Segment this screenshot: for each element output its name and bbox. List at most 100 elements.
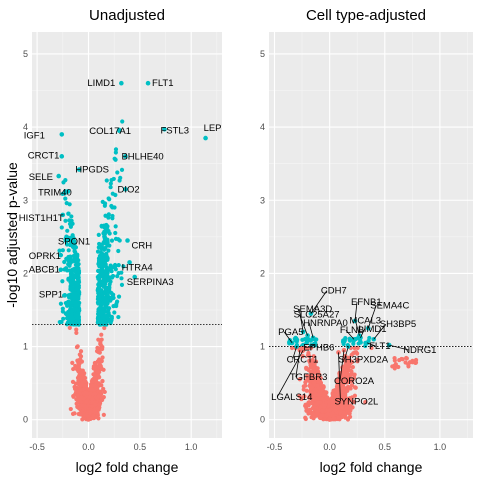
label-leader-line [308,322,314,338]
data-point [347,396,353,401]
data-point [312,413,317,418]
data-point [105,237,110,242]
label-leader-line [344,346,349,360]
data-point [302,336,308,342]
data-point [104,178,109,183]
data-point [100,355,105,360]
data-point [76,312,81,318]
gene-label: LIMD1 [359,324,387,335]
label-leader-line [299,314,308,336]
data-point [89,404,94,409]
data-point [119,276,124,281]
data-point [103,279,108,284]
gene-label: SEMA4C [370,300,409,311]
data-point [289,345,295,351]
data-point [71,394,76,399]
data-point [61,180,66,185]
data-point [346,372,351,377]
data-point [102,313,107,318]
data-point [116,294,122,299]
data-point [95,345,100,350]
data-point [71,235,76,241]
data-point [86,417,91,422]
gene-label: FLT1 [152,78,173,89]
data-point [60,191,65,197]
data-point [313,359,319,364]
data-point [321,403,326,408]
data-point [326,400,332,405]
data-point [110,205,115,210]
gene-label: OPRK1 [29,251,61,262]
data-point [390,364,395,369]
gene-label: CRCT1 [287,355,319,366]
data-point [113,267,118,272]
data-point [64,316,70,321]
gene-label: LIMD1 [87,78,115,89]
data-point-labeled [63,238,69,243]
data-point [102,319,107,324]
gene-label: PGA5 [278,327,303,338]
data-point [406,364,411,369]
gene-label: FLT1 [369,341,390,352]
data-point [113,236,119,241]
data-point [317,389,323,395]
data-point [310,357,315,363]
data-point [106,212,111,217]
data-point [108,181,113,186]
data-point [304,340,310,345]
data-point [100,378,105,384]
data-point [325,411,331,417]
data-point [106,267,111,272]
data-point [348,386,353,391]
data-point [349,371,355,377]
y-tick-label: 2 [23,268,28,278]
data-point [73,249,78,255]
data-point [66,258,71,263]
data-point [104,229,109,234]
gene-label: HPGDS [75,165,109,176]
gene-label: IGF1 [24,130,45,141]
data-point [92,364,97,370]
data-point [99,332,104,337]
y-tick-label: 3 [260,195,265,205]
data-point [99,288,104,293]
data-point [68,295,73,300]
data-point [93,409,98,415]
gene-label: TGFBR3 [290,372,327,383]
label-leader-line [354,301,358,321]
gene-label: CRH [132,240,153,251]
data-point [313,392,318,397]
data-point [331,416,337,421]
data-point [102,389,107,395]
data-point-labeled [125,238,130,243]
data-point [99,252,104,257]
data-point [349,405,354,411]
data-point [351,375,357,380]
data-point [304,408,309,413]
panel-background [32,32,222,438]
data-point [303,380,308,385]
data-point-labeled [127,260,132,265]
data-point [114,301,119,306]
data-point [96,276,101,282]
data-point [96,337,101,342]
data-point [95,369,100,374]
data-point [59,225,64,230]
data-point [64,234,69,239]
data-point [340,386,346,391]
data-point [113,230,118,236]
data-point [61,316,66,321]
y-tick-label: 3 [23,195,28,205]
data-point [100,344,105,350]
data-point [113,150,118,155]
gridlines [269,32,473,438]
data-point [79,395,84,400]
data-point [99,246,104,251]
data-point [106,248,111,253]
data-point [97,350,102,355]
data-point [83,379,88,384]
x-tick-label: 0.0 [82,442,95,452]
data-point [108,185,113,190]
data-point-labeled [58,252,64,258]
data-point [75,295,80,301]
